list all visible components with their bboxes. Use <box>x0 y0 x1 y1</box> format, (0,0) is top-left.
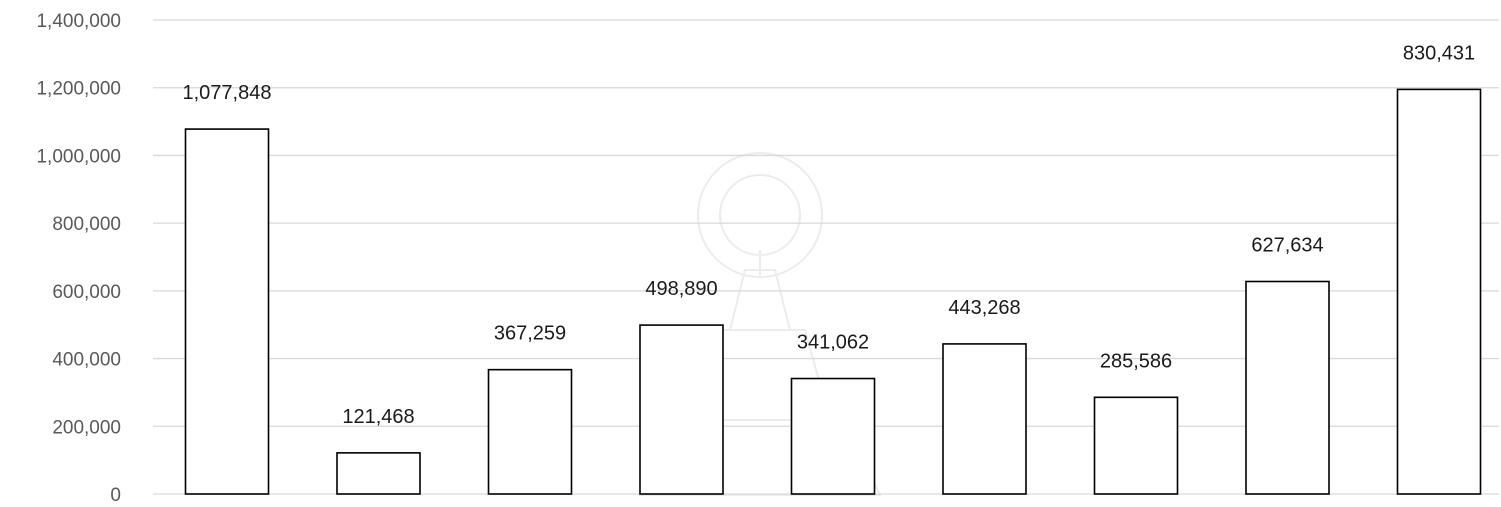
bar <box>336 452 421 495</box>
bar-data-label: 830,431 <box>1403 42 1475 64</box>
bars <box>184 88 1482 495</box>
y-tick-label: 600,000 <box>52 282 121 303</box>
bar <box>1093 396 1179 495</box>
bar <box>487 368 573 495</box>
y-tick-label: 1,000,000 <box>36 146 121 167</box>
bar <box>1245 280 1330 495</box>
bar-data-label: 627,634 <box>1251 235 1323 257</box>
bar <box>184 128 270 495</box>
bar-data-label: 498,890 <box>645 278 717 300</box>
data-labels: 1,077,848 121,468 367,259 498,890 341,062 443… <box>183 42 1476 427</box>
bar-data-label: 285,586 <box>1100 350 1172 372</box>
bar-data-label: 341,062 <box>797 332 869 354</box>
bar <box>942 343 1027 495</box>
bar <box>639 324 724 495</box>
y-tick-label: 800,000 <box>52 214 121 235</box>
y-tick-label: 1,200,000 <box>36 79 121 100</box>
bar-data-label: 443,268 <box>948 297 1020 319</box>
bar-data-label: 367,259 <box>494 323 566 345</box>
y-tick-label: 200,000 <box>52 417 121 438</box>
y-axis-tick-labels: 0 200,000 400,000 600,000 800,000 1,000,000 1,… <box>36 11 121 506</box>
bar <box>1396 88 1482 495</box>
y-tick-label: 1,400,000 <box>36 11 121 32</box>
y-tick-label: 400,000 <box>52 350 121 371</box>
bar-data-label: 1,077,848 <box>183 82 272 104</box>
bar <box>790 377 876 495</box>
bar-data-label: 121,468 <box>342 406 414 428</box>
y-tick-label: 0 <box>110 485 121 506</box>
